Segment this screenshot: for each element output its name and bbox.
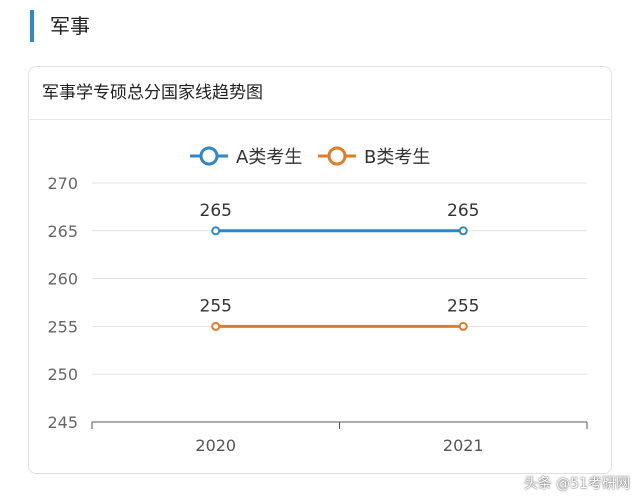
watermark: 头条 @51考研网 (523, 476, 630, 492)
data-point (458, 321, 468, 331)
data-label: 265 (200, 201, 232, 221)
data-point (211, 226, 221, 236)
legend-label: A类考生 (236, 147, 302, 168)
y-tick-label: 255 (47, 317, 78, 336)
data-point (458, 226, 468, 236)
section-title: 军事 (50, 14, 90, 38)
data-point (211, 321, 221, 331)
legend-label: B类考生 (364, 147, 430, 168)
data-label: 255 (447, 296, 479, 316)
legend-marker (327, 146, 347, 166)
data-label: 255 (200, 296, 232, 316)
y-tick-label: 270 (47, 174, 78, 193)
y-tick-label: 265 (47, 222, 78, 241)
y-tick-label: 260 (47, 270, 78, 289)
data-label: 265 (447, 201, 479, 221)
y-tick-label: 250 (47, 365, 78, 384)
chart-card: 军事学专硕总分国家线趋势图 (28, 66, 612, 474)
chart-title: 军事学专硕总分国家线趋势图 (42, 83, 263, 103)
legend-marker (199, 146, 219, 166)
y-tick-label: 245 (47, 413, 78, 432)
section-accent-bar (30, 10, 34, 42)
card-header: 军事学专硕总分国家线趋势图 (29, 67, 611, 120)
x-tick-label: 2021 (443, 436, 484, 455)
x-tick-label: 2020 (195, 436, 236, 455)
